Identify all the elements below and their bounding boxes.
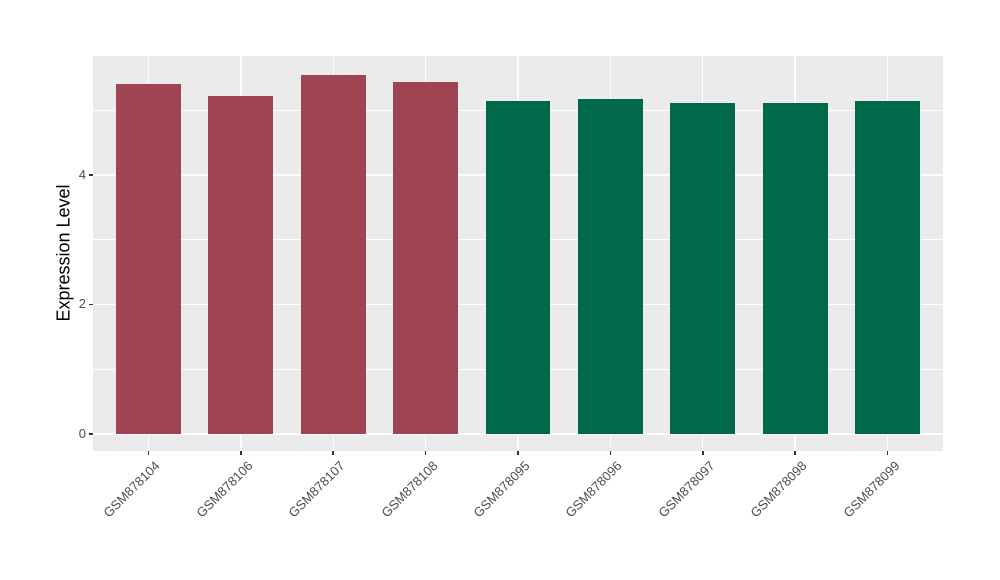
bar-GSM878099 <box>855 100 920 434</box>
bar-GSM878097 <box>670 103 736 434</box>
y-axis-tick-label: 0 <box>78 425 86 441</box>
y-axis-tick-label: 2 <box>78 296 86 312</box>
bar-GSM878104 <box>116 84 181 434</box>
y-axis-tick <box>89 433 93 435</box>
bar-GSM878095 <box>485 101 551 434</box>
y-axis-tick <box>89 303 93 306</box>
x-axis-tick <box>886 451 889 455</box>
x-axis-tick <box>609 451 612 455</box>
x-axis-tick <box>240 451 242 455</box>
x-axis-tick-label: GSM878108 <box>377 458 441 521</box>
x-axis-tick <box>702 451 704 455</box>
x-axis-tick <box>147 451 150 455</box>
y-axis-tick-label: 4 <box>78 166 86 182</box>
x-axis-tick-label: GSM878098 <box>747 458 810 521</box>
bar-GSM878106 <box>208 96 274 434</box>
x-axis-tick-label: GSM878104 <box>100 458 164 521</box>
x-axis-tick-label: GSM878106 <box>193 458 256 521</box>
x-axis-tick-label: GSM878099 <box>839 458 903 521</box>
bar-GSM878098 <box>762 103 828 434</box>
bar-GSM878107 <box>300 75 366 434</box>
bar-GSM878096 <box>578 99 643 434</box>
x-axis-tick-label: GSM878107 <box>285 458 348 521</box>
x-axis-tick <box>517 451 519 455</box>
x-axis-tick <box>794 451 796 455</box>
x-axis-tick <box>332 451 334 455</box>
x-axis-tick-label: GSM878096 <box>562 458 626 521</box>
x-axis-tick-label: GSM878095 <box>470 458 533 521</box>
x-axis-tick-label: GSM878097 <box>655 458 718 521</box>
bar-GSM878108 <box>393 82 458 434</box>
x-axis-tick <box>424 451 427 455</box>
y-axis-tick <box>89 174 93 176</box>
chart-panel <box>93 56 943 451</box>
